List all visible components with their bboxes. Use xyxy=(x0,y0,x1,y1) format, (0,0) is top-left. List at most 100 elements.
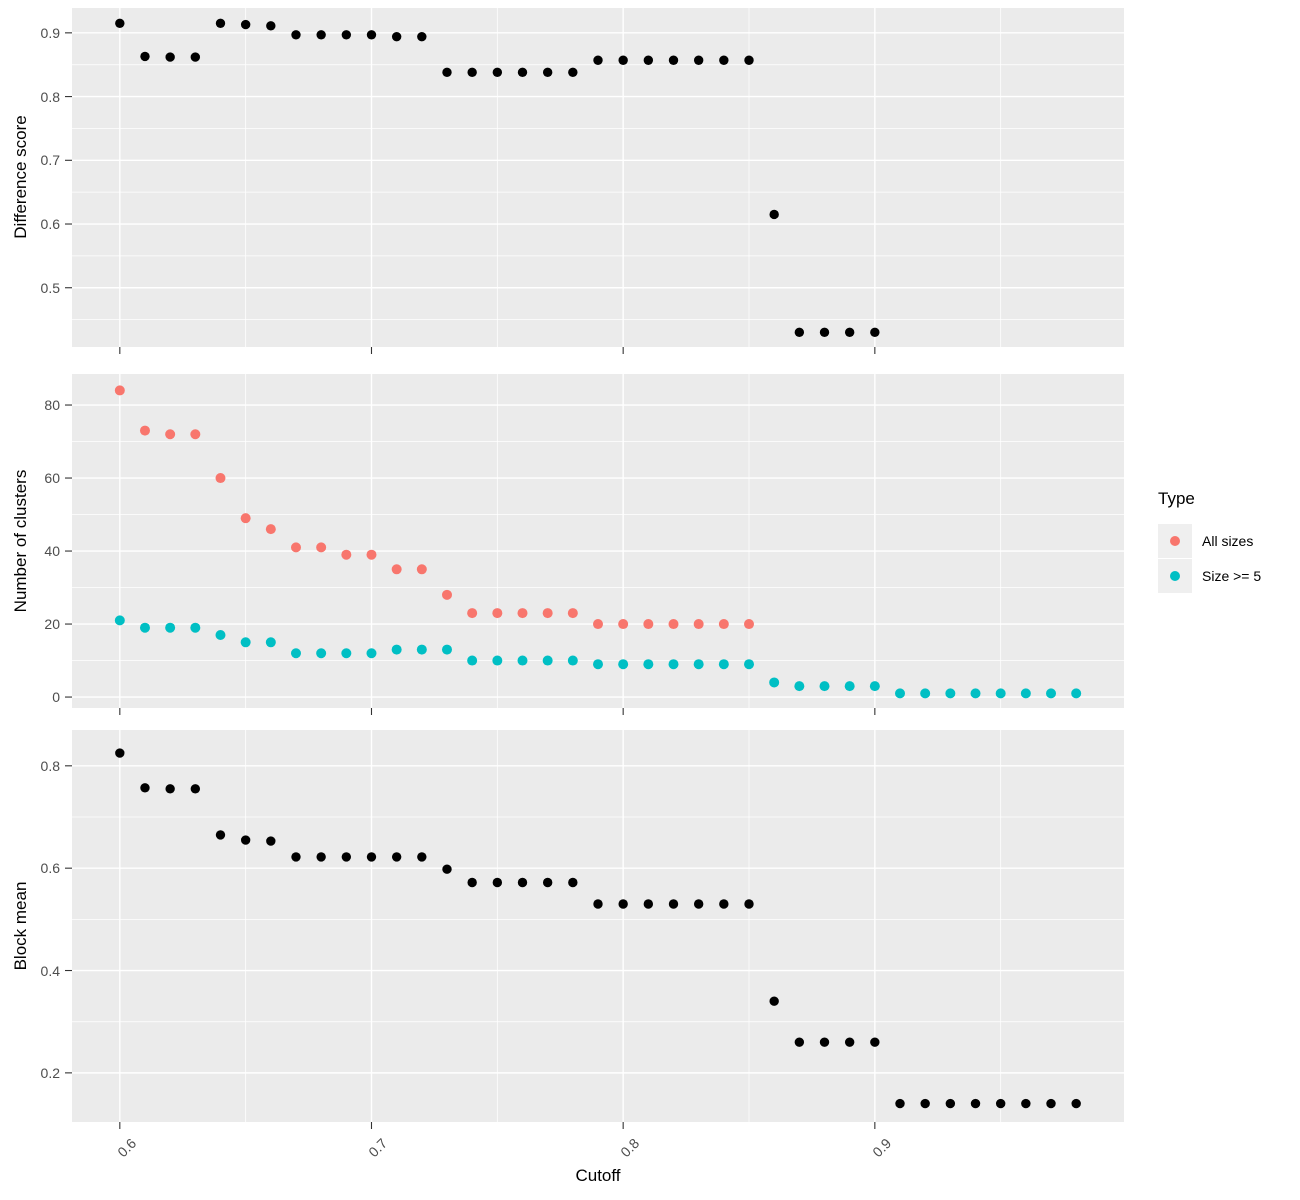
data-point xyxy=(492,608,503,619)
y-axis-title-block-mean: Block mean xyxy=(11,881,30,971)
data-point xyxy=(643,55,654,65)
data-point xyxy=(693,55,704,65)
data-point xyxy=(316,542,327,553)
data-point xyxy=(920,1098,930,1109)
data-point xyxy=(1046,688,1057,699)
data-point xyxy=(1020,688,1031,699)
y-tick-label: 0.5 xyxy=(40,279,60,296)
y-tick-label: 0.4 xyxy=(40,962,60,979)
data-point xyxy=(618,659,629,670)
y-tick-label: 0.8 xyxy=(40,88,60,105)
x-tick-label: 0.6 xyxy=(114,1135,140,1161)
data-point xyxy=(290,648,301,659)
y-tick-label: 0.9 xyxy=(40,24,60,41)
data-point xyxy=(341,648,352,659)
data-point xyxy=(140,51,150,62)
data-point xyxy=(215,830,226,840)
data-point xyxy=(718,659,729,670)
data-point xyxy=(165,429,176,440)
data-point xyxy=(668,619,679,630)
data-point xyxy=(416,644,427,655)
y-tick-label: 0.2 xyxy=(40,1064,60,1081)
data-point xyxy=(442,67,452,78)
data-point xyxy=(1071,1098,1081,1109)
data-point xyxy=(567,608,578,619)
data-point xyxy=(366,852,377,862)
legend-item-size-ge-5: Size >= 5 xyxy=(1158,558,1261,593)
data-point xyxy=(542,655,553,666)
legend-key xyxy=(1158,523,1192,558)
data-point xyxy=(870,327,880,338)
data-point xyxy=(970,688,981,699)
data-point xyxy=(165,784,175,794)
data-point xyxy=(542,67,553,78)
data-point xyxy=(945,688,956,699)
data-point xyxy=(115,18,125,28)
data-point xyxy=(744,55,754,65)
y-tick-label: 0.8 xyxy=(40,757,60,774)
data-point xyxy=(139,425,150,436)
data-point xyxy=(366,30,377,40)
data-point xyxy=(517,608,528,619)
data-point xyxy=(693,659,704,670)
y-tick-label: 80 xyxy=(44,397,60,414)
data-point xyxy=(341,549,352,560)
data-point xyxy=(240,19,251,30)
data-point xyxy=(492,655,503,666)
data-point xyxy=(467,655,478,666)
legend-key xyxy=(1158,558,1192,593)
data-point xyxy=(441,644,452,655)
data-point xyxy=(542,877,553,888)
data-point xyxy=(240,513,251,524)
data-point xyxy=(115,748,125,758)
data-point xyxy=(114,615,125,626)
size-ge-5-dot-icon xyxy=(1170,570,1180,581)
data-point xyxy=(417,852,427,862)
data-point xyxy=(895,688,906,699)
data-point xyxy=(995,688,1006,699)
y-tick-label: 20 xyxy=(44,616,60,633)
data-point xyxy=(467,67,477,78)
data-point xyxy=(769,209,779,220)
data-point xyxy=(140,783,150,793)
data-point xyxy=(870,1037,880,1047)
data-point xyxy=(316,30,326,40)
data-point xyxy=(643,899,654,909)
legend-item-label: All sizes xyxy=(1202,532,1254,549)
data-point xyxy=(568,67,578,78)
data-point xyxy=(618,619,629,630)
data-point xyxy=(215,473,226,484)
legend-item-all-sizes: All sizes xyxy=(1158,523,1261,558)
data-point xyxy=(1046,1098,1056,1109)
data-point xyxy=(718,619,729,630)
data-point xyxy=(467,877,477,888)
data-point xyxy=(844,327,855,338)
data-point xyxy=(568,877,578,888)
y-tick-label: 40 xyxy=(44,543,60,560)
data-point xyxy=(819,327,830,338)
legend-title: Type xyxy=(1158,489,1195,508)
data-point xyxy=(416,564,427,575)
data-point xyxy=(492,67,503,78)
data-point xyxy=(844,1037,855,1047)
data-point xyxy=(693,619,704,630)
data-point xyxy=(441,589,452,600)
panel-number-of-clusters xyxy=(72,374,1124,708)
data-point xyxy=(190,784,201,794)
data-point xyxy=(542,608,553,619)
data-point xyxy=(643,619,654,630)
data-point xyxy=(291,30,301,40)
data-point xyxy=(970,1098,981,1109)
data-point xyxy=(139,622,150,633)
data-point xyxy=(366,549,377,560)
data-point xyxy=(567,655,578,666)
legend-item-label: Size >= 5 xyxy=(1202,567,1262,584)
data-point xyxy=(517,655,528,666)
data-point xyxy=(769,677,780,688)
data-point xyxy=(265,637,276,648)
data-point xyxy=(819,681,830,692)
data-point xyxy=(844,681,855,692)
data-point xyxy=(391,852,402,862)
data-point xyxy=(1021,1098,1031,1109)
